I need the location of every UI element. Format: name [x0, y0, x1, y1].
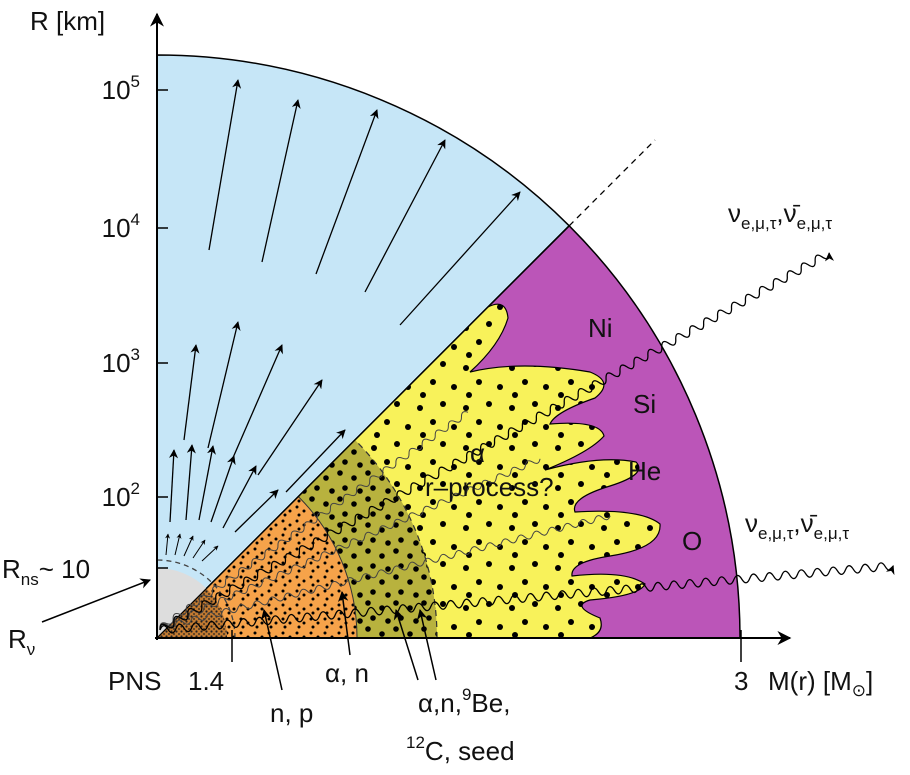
- neutrino-label: νe,μ,τ,ν̄e,μ,τ: [745, 508, 849, 543]
- divider: [156, 225, 570, 639]
- outflow-region: [156, 54, 571, 640]
- y-tick-label: 104: [102, 210, 140, 243]
- shell-label: O: [682, 526, 702, 556]
- region-label: r–process?: [425, 472, 554, 502]
- zone-label: α, n: [325, 658, 369, 688]
- y-tick-label: 102: [102, 479, 140, 512]
- shell-label: Si: [633, 389, 656, 419]
- seed-label: α,n,9Be,: [418, 685, 510, 718]
- shell-label: He: [628, 456, 661, 486]
- shell-label: Ni: [588, 313, 613, 343]
- zone-label: n, p: [270, 698, 313, 728]
- neutrino-path: [159, 458, 541, 629]
- pointer-arrows: [41, 578, 437, 691]
- divider-dashed: [568, 139, 656, 227]
- neutrino-escape: [159, 252, 835, 631]
- seed-boundary: [354, 439, 438, 639]
- neutrino-path: [159, 411, 469, 629]
- nu-radius-label: Rν: [8, 624, 35, 659]
- mass-label: 3: [734, 666, 748, 696]
- y-tick-label: 105: [102, 72, 140, 105]
- y-tick-label: 103: [102, 345, 140, 378]
- small-arrows: [165, 533, 219, 562]
- neutrino-path: [159, 515, 611, 629]
- y-axis-label: R [km]: [30, 6, 105, 36]
- region-label: α: [470, 438, 485, 468]
- outflow-arrows: [169, 79, 521, 533]
- neutrino-label: νe,μ,τ,ν̄e,μ,τ: [728, 198, 832, 233]
- pns-label: PNS: [108, 666, 161, 696]
- seed-label: 12C, seed: [406, 733, 515, 766]
- y-ticks: [157, 89, 742, 662]
- x-axis-label: M(r) [M⊙]: [768, 666, 873, 700]
- neutrino-escape: [159, 562, 895, 634]
- mass-label: 1.4: [188, 666, 224, 696]
- ns-radius-label: Rns~ 10: [2, 554, 90, 589]
